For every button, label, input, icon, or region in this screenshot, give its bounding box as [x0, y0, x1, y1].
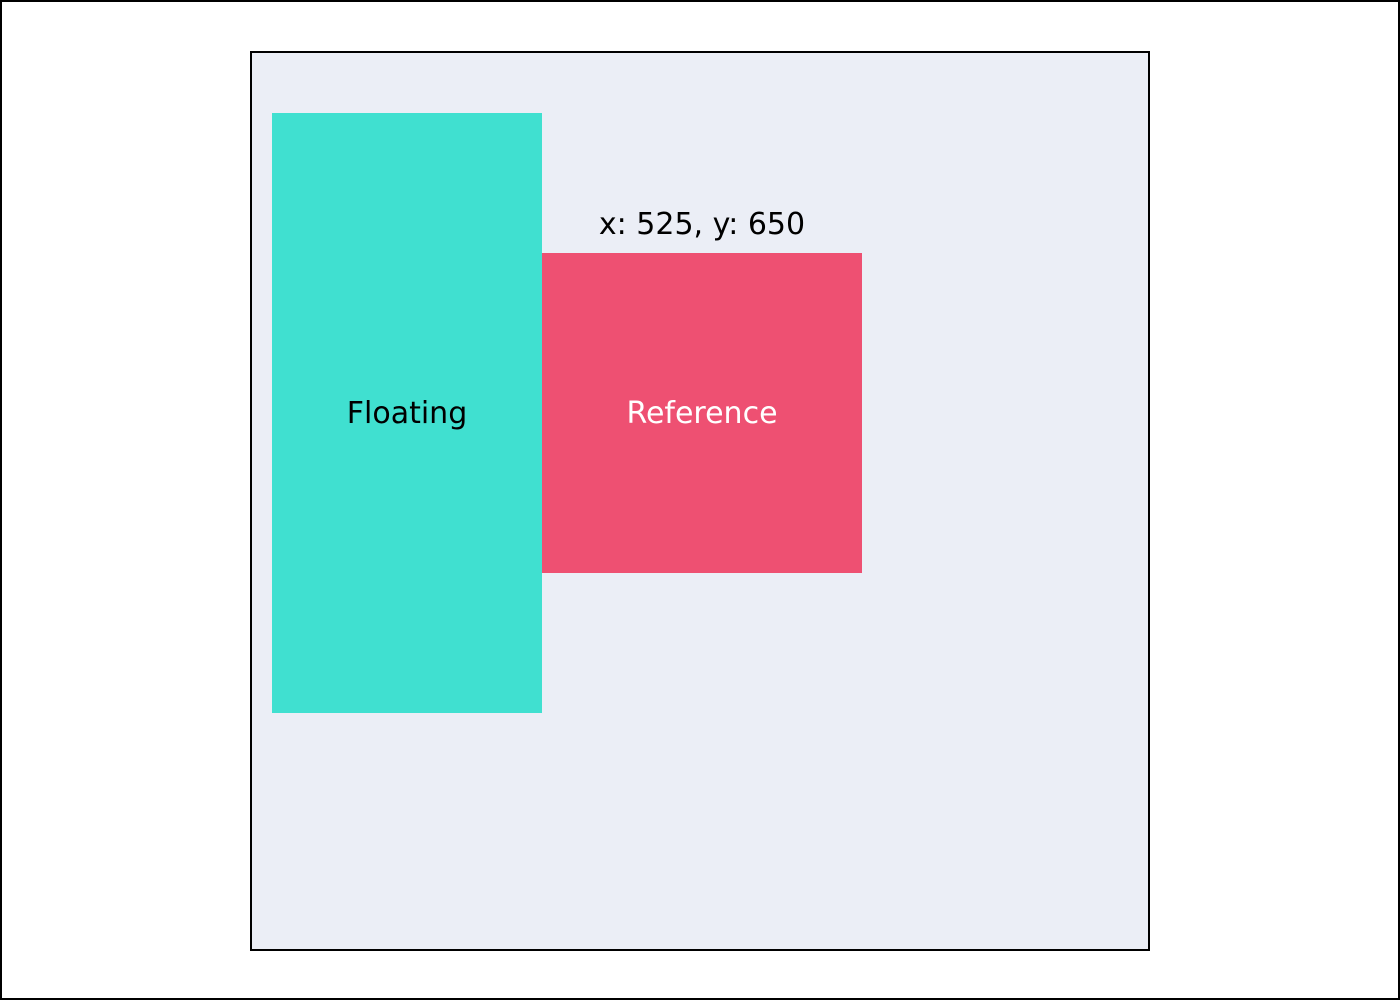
reference-label: Reference: [626, 395, 778, 431]
floating-label: Floating: [346, 395, 468, 431]
coordinates-readout: x: 525, y: 650: [598, 207, 806, 242]
floating-element[interactable]: Floating: [272, 113, 542, 713]
reference-element[interactable]: Reference: [542, 253, 862, 573]
